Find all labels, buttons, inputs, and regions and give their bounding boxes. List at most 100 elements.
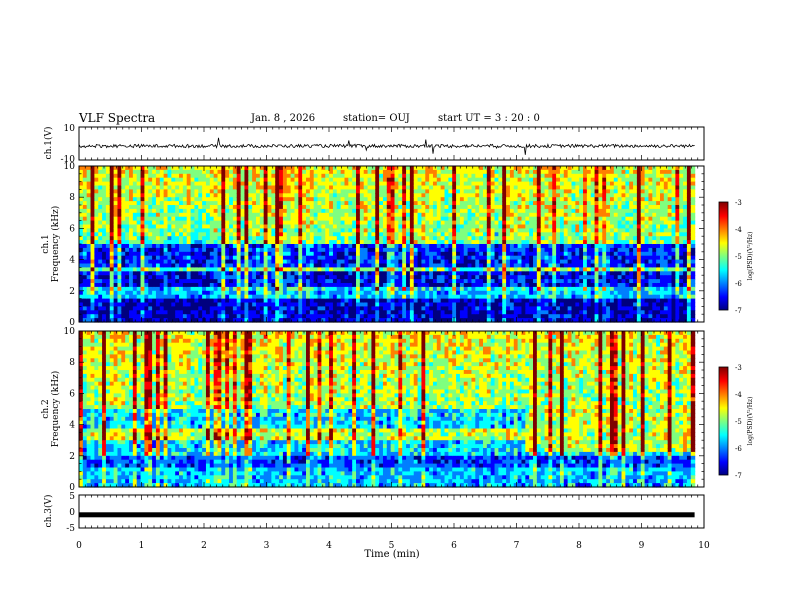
spectrogram-cell xyxy=(210,283,214,288)
spectrogram-cell xyxy=(371,232,375,237)
spectrogram-cell xyxy=(287,193,291,198)
spectrogram-cell xyxy=(464,225,468,230)
spectrogram-cell xyxy=(487,178,491,183)
spectrogram-cell xyxy=(87,299,91,304)
spectrogram-cell xyxy=(237,260,241,265)
spectrogram-cell xyxy=(279,306,283,311)
spectrogram-cell xyxy=(264,287,268,292)
spectrogram-cell xyxy=(187,209,191,214)
spectrogram-cell xyxy=(445,209,449,214)
spectrogram-cell xyxy=(333,244,337,249)
spectrogram-cell xyxy=(271,240,275,245)
spectrogram-cell xyxy=(87,225,91,230)
spectrogram-cell xyxy=(344,228,348,233)
spectrogram-cell xyxy=(291,283,295,288)
spectrogram-cell xyxy=(175,240,179,245)
spectrogram-cell xyxy=(175,182,179,187)
spectrogram-cell xyxy=(352,303,356,308)
spectrogram-cell xyxy=(321,221,325,226)
spectrogram-cell xyxy=(306,182,310,187)
spectrogram-cell xyxy=(391,213,395,218)
spectrogram-cell xyxy=(368,170,372,175)
spectrogram-cell xyxy=(441,299,445,304)
spectrogram-cell xyxy=(225,275,229,280)
spectrogram-cell xyxy=(133,197,137,202)
spectrogram-cell xyxy=(425,306,429,311)
spectrogram-cell xyxy=(510,170,514,175)
spectrogram-cell xyxy=(533,213,537,218)
spectrogram-cell xyxy=(260,201,264,206)
spectrogram-cell xyxy=(460,205,464,210)
spectrogram-cell xyxy=(268,170,272,175)
spectrogram-cell xyxy=(117,267,121,272)
spectrogram-cell xyxy=(383,225,387,230)
spectrogram-cell xyxy=(148,310,152,315)
spectrogram-cell xyxy=(160,193,164,198)
spectrogram-cell xyxy=(318,232,322,237)
spectrogram-cell xyxy=(198,264,202,269)
spectrogram-cell xyxy=(387,295,391,300)
spectrogram-cell xyxy=(106,240,110,245)
spectrogram-cell xyxy=(464,178,468,183)
spectrogram-cell xyxy=(398,306,402,311)
spectrogram-cell xyxy=(387,252,391,256)
spectrogram-cell xyxy=(287,178,291,183)
spectrogram-cell xyxy=(191,295,195,300)
spectrogram-cell xyxy=(398,303,402,308)
spectrogram-cell xyxy=(206,240,210,245)
spectrogram-cell xyxy=(187,295,191,300)
spectrogram-cell xyxy=(221,299,225,304)
spectrogram-cell xyxy=(94,314,98,319)
spectrogram-cell xyxy=(448,186,452,191)
spectrogram-cell xyxy=(83,217,87,222)
spectrogram-cell xyxy=(156,197,160,202)
spectrogram-cell xyxy=(383,314,387,319)
spectrogram-cell xyxy=(214,264,218,269)
spectrogram-cell xyxy=(402,240,406,245)
spectrogram-cell xyxy=(314,213,318,218)
spectrogram-cell xyxy=(248,182,252,187)
spectrogram-cell xyxy=(510,303,514,308)
spectrogram-cell xyxy=(183,236,187,241)
spectrogram-cell xyxy=(160,197,164,202)
spectrogram-cell xyxy=(298,283,302,288)
spectrogram-cell xyxy=(121,213,125,218)
spectrogram-cell xyxy=(406,252,410,256)
spectrogram-cell xyxy=(241,217,245,222)
spectrogram-cell xyxy=(156,166,160,171)
spectrogram-cell xyxy=(279,256,283,261)
spectrogram-cell xyxy=(206,201,210,206)
spectrogram-cell xyxy=(379,193,383,198)
spectrogram-cell xyxy=(125,252,129,256)
spectrogram-cell xyxy=(202,205,206,210)
spectrogram-cell xyxy=(225,295,229,300)
spectrogram-cell xyxy=(79,174,83,179)
spectrogram-cell xyxy=(337,240,341,245)
spectrogram-cell xyxy=(464,306,468,311)
spectrogram-cell xyxy=(194,240,198,245)
spectrogram-cell xyxy=(79,299,83,304)
spectrogram-cell xyxy=(479,256,483,261)
spectrogram-cell xyxy=(414,303,418,308)
spectrogram-cell xyxy=(314,303,318,308)
spectrogram-cell xyxy=(460,240,464,245)
spectrogram-cell xyxy=(183,209,187,214)
spectrogram-cell xyxy=(402,193,406,198)
spectrogram-cell xyxy=(441,240,445,245)
spectrogram-cell xyxy=(291,170,295,175)
spectrogram-cell xyxy=(110,197,114,202)
spectrogram-cell xyxy=(498,178,502,183)
spectrogram-cell xyxy=(329,193,333,198)
spectrogram-cell xyxy=(314,299,318,304)
spectrogram-cell xyxy=(225,217,229,222)
spectrogram-cell xyxy=(375,306,379,311)
spectrogram-cell xyxy=(129,225,133,230)
spectrogram-cell xyxy=(164,170,168,175)
spectrogram-cell xyxy=(248,283,252,288)
spectrogram-cell xyxy=(98,205,102,210)
spectrogram-cell xyxy=(137,244,141,249)
spectrogram-cell xyxy=(402,213,406,218)
spectrogram-cell xyxy=(94,193,98,198)
spectrogram-cell xyxy=(460,310,464,315)
spectrogram-cell xyxy=(321,174,325,179)
